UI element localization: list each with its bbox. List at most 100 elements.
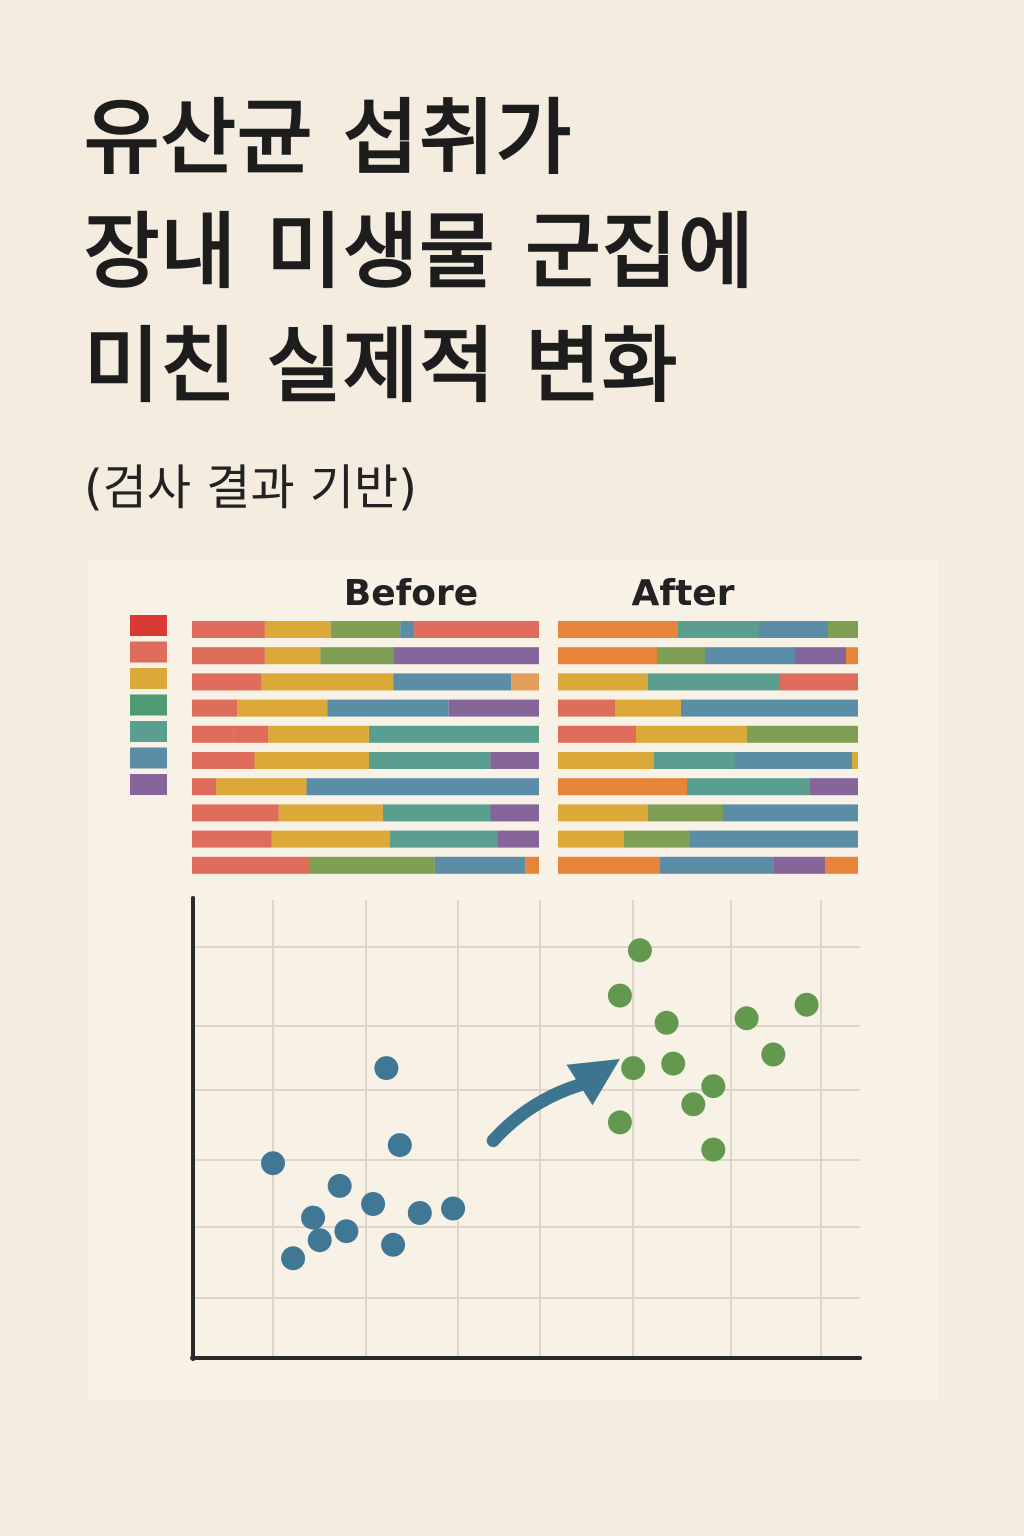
before-title: Before bbox=[344, 573, 478, 614]
before-bar-7-segment-1 bbox=[192, 778, 217, 796]
after-bar-6-segment-2 bbox=[654, 752, 735, 769]
before-point-2 bbox=[327, 1173, 352, 1198]
before-bar-10-segment-2 bbox=[310, 856, 435, 874]
after-bar-3-segment-3 bbox=[780, 673, 858, 691]
before-point-9 bbox=[441, 1196, 466, 1221]
after-bar-1-segment-4 bbox=[828, 621, 858, 638]
scatter-plot bbox=[190, 896, 862, 1361]
before-bar-5-segment-3 bbox=[268, 725, 369, 743]
after-bar-4-segment-1 bbox=[558, 699, 615, 717]
after-bar-9-segment-2 bbox=[624, 830, 690, 848]
before-bar-10-segment-4 bbox=[525, 856, 539, 874]
before-point-6 bbox=[407, 1201, 432, 1225]
legend-swatch-teal bbox=[130, 721, 167, 742]
after-bar-9-segment-3 bbox=[690, 830, 858, 848]
before-bar-1-segment-5 bbox=[414, 621, 539, 638]
before-bar-8-segment-1 bbox=[192, 804, 279, 822]
after-bar-10-segment-3 bbox=[774, 856, 825, 874]
after-bar-2-segment-1 bbox=[558, 647, 657, 665]
before-bar-6-segment-1 bbox=[192, 752, 255, 769]
before-bar-6-segment-4 bbox=[490, 752, 539, 769]
before-bar-7-segment-3 bbox=[306, 778, 539, 796]
after-stacked-bars: After bbox=[558, 573, 858, 874]
after-bar-2-segment-5 bbox=[846, 647, 858, 665]
after-bar-5-segment-2 bbox=[636, 725, 747, 743]
arrow-head bbox=[566, 1059, 620, 1106]
after-bar-1-segment-2 bbox=[678, 621, 759, 638]
before-bar-2-segment-2 bbox=[264, 647, 321, 665]
after-bar-5-segment-3 bbox=[747, 725, 858, 743]
page-subtitle: (검사 결과 기반) bbox=[84, 460, 417, 516]
after-bar-9-segment-1 bbox=[558, 830, 624, 848]
before-point-1 bbox=[261, 1151, 285, 1176]
after-bar-6-segment-1 bbox=[558, 752, 654, 769]
before-bar-8-segment-4 bbox=[490, 804, 539, 822]
after-point-6 bbox=[661, 1051, 686, 1076]
page-title: 유산균 섭취가 장내 미생물 군집에 미친 실제적 변화 bbox=[84, 82, 984, 424]
legend-swatch-mustard bbox=[130, 668, 167, 689]
before-bar-9-segment-4 bbox=[497, 830, 539, 848]
after-bar-7-segment-1 bbox=[558, 778, 687, 796]
after-bar-5-segment-1 bbox=[558, 725, 636, 743]
before-bar-1-segment-1 bbox=[192, 621, 265, 638]
before-bar-3-segment-4 bbox=[511, 673, 539, 691]
after-bar-7-segment-2 bbox=[687, 778, 810, 796]
before-bar-10-segment-1 bbox=[192, 856, 310, 874]
title-line-3: 미친 실제적 변화 bbox=[84, 319, 679, 414]
chart-panel: Before After bbox=[88, 560, 938, 1400]
after-point-2 bbox=[607, 983, 632, 1008]
after-point-7 bbox=[621, 1056, 646, 1081]
after-bar-8-segment-1 bbox=[558, 804, 648, 822]
after-point-12 bbox=[701, 1137, 726, 1162]
before-point-8 bbox=[361, 1192, 386, 1216]
after-bar-7-segment-3 bbox=[810, 778, 858, 796]
before-point-11 bbox=[381, 1232, 406, 1257]
before-bar-1-segment-2 bbox=[264, 621, 331, 638]
before-bar-8-segment-2 bbox=[278, 804, 383, 822]
before-bar-2-segment-1 bbox=[192, 647, 265, 665]
before-point-12 bbox=[281, 1246, 306, 1271]
before-stacked-bars: Before bbox=[192, 573, 539, 874]
before-bar-8-segment-3 bbox=[382, 804, 491, 822]
before-bar-4-segment-4 bbox=[448, 699, 539, 717]
before-bar-4-segment-1 bbox=[192, 699, 238, 717]
after-bar-8-segment-2 bbox=[648, 804, 723, 822]
after-bar-2-segment-2 bbox=[657, 647, 705, 665]
before-bar-3-segment-1 bbox=[192, 673, 262, 691]
after-point-1 bbox=[627, 938, 652, 963]
before-bar-1-segment-3 bbox=[330, 621, 401, 638]
before-bar-5-segment-1 bbox=[192, 725, 234, 743]
after-point-11 bbox=[607, 1110, 632, 1135]
before-point-7 bbox=[334, 1219, 359, 1244]
before-bar-6-segment-2 bbox=[254, 752, 369, 769]
before-bar-6-segment-3 bbox=[369, 752, 491, 769]
before-bar-10-segment-3 bbox=[434, 856, 526, 874]
after-bar-2-segment-4 bbox=[795, 647, 846, 665]
before-bar-1-segment-4 bbox=[400, 621, 415, 638]
before-bar-5-segment-4 bbox=[369, 725, 539, 743]
after-bar-4-segment-3 bbox=[681, 699, 858, 717]
legend-swatch-green bbox=[130, 694, 167, 716]
before-bar-9-segment-3 bbox=[389, 830, 498, 848]
after-point-3 bbox=[654, 1010, 679, 1035]
chart-canvas: Before After bbox=[130, 573, 862, 1361]
before-bar-2-segment-4 bbox=[393, 647, 539, 665]
after-bar-10-segment-2 bbox=[660, 856, 774, 874]
after-bar-10-segment-1 bbox=[558, 856, 660, 874]
legend bbox=[130, 615, 167, 795]
after-bar-8-segment-3 bbox=[723, 804, 858, 822]
arrow-shaft bbox=[486, 1078, 586, 1148]
after-bar-1-segment-3 bbox=[759, 621, 828, 638]
before-point-3 bbox=[374, 1056, 399, 1081]
after-bar-4-segment-2 bbox=[615, 699, 681, 717]
after-bar-3-segment-2 bbox=[648, 673, 780, 691]
before-bar-4-segment-3 bbox=[327, 699, 449, 717]
title-line-1: 유산균 섭취가 bbox=[84, 91, 573, 186]
before-bar-3-segment-3 bbox=[393, 673, 512, 691]
before-bar-4-segment-2 bbox=[237, 699, 328, 717]
after-bar-2-segment-3 bbox=[705, 647, 795, 665]
before-bar-5-segment-2 bbox=[233, 725, 269, 743]
after-point-5 bbox=[794, 992, 819, 1017]
legend-swatch-red bbox=[130, 615, 167, 636]
legend-swatch-purple bbox=[130, 774, 167, 795]
